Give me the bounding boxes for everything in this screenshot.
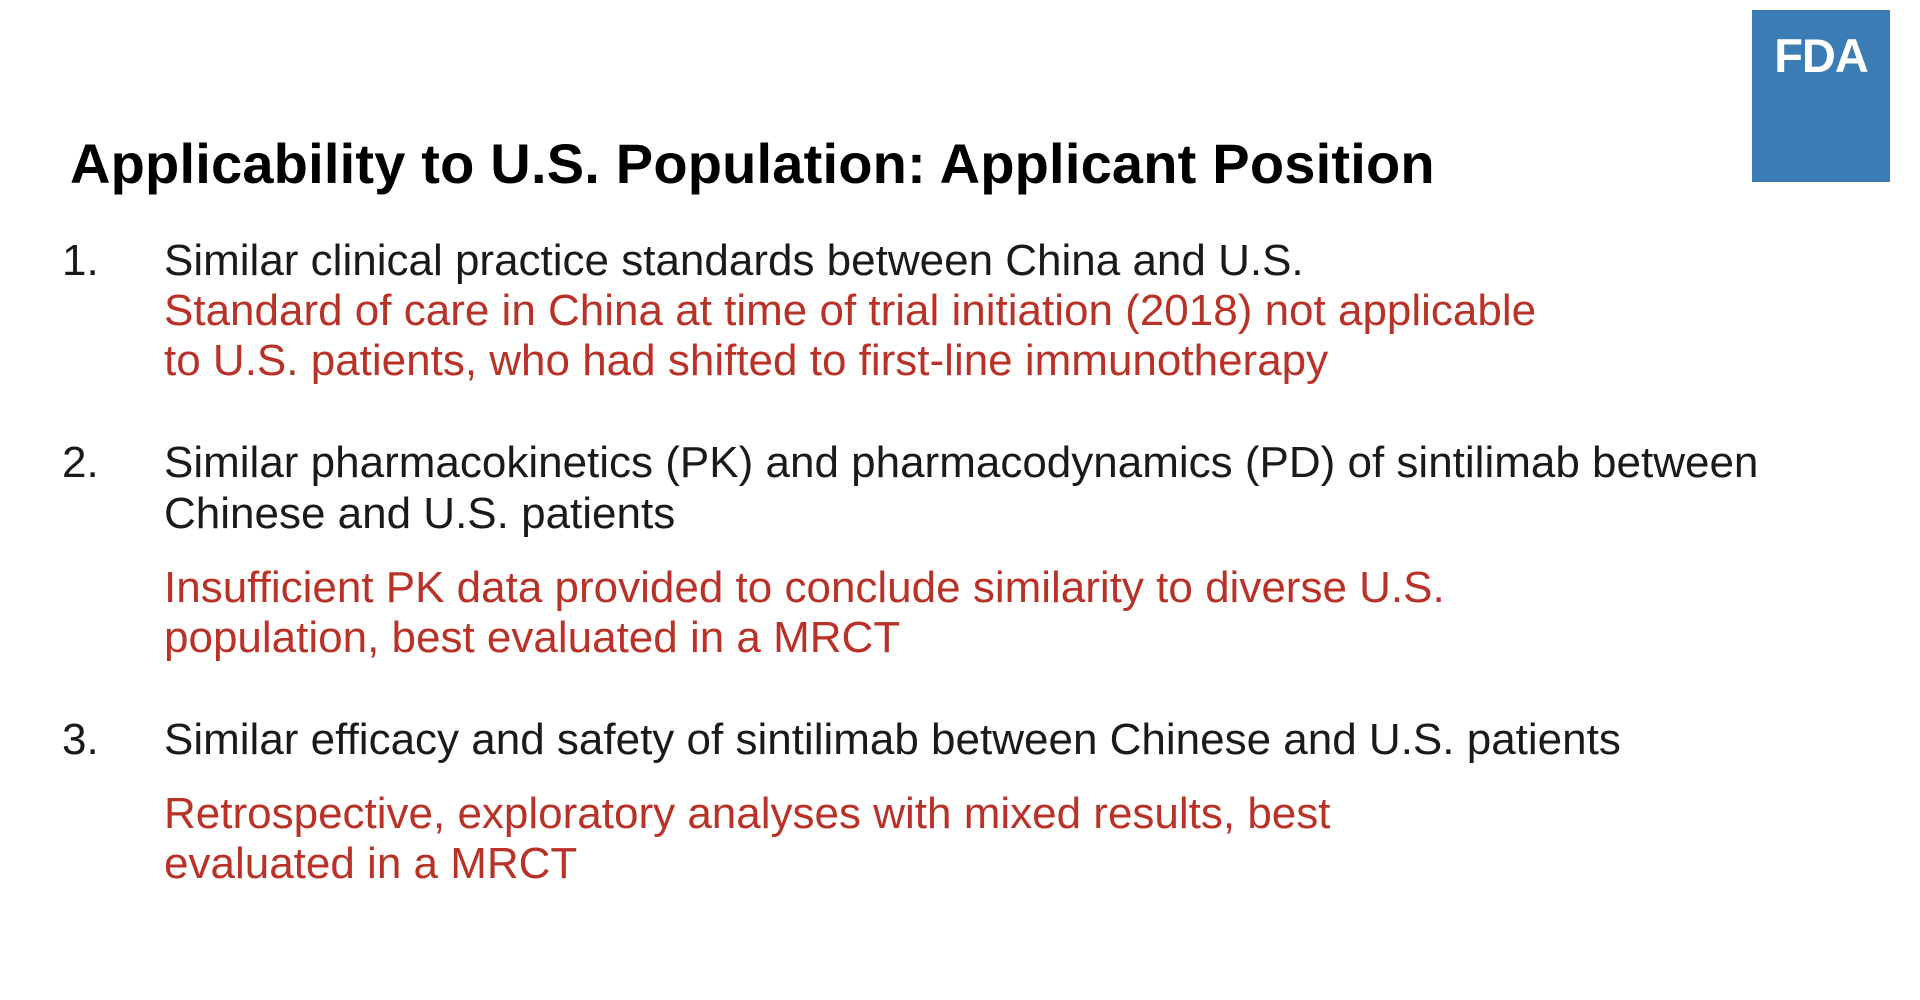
list-item: 1. Similar clinical practice standards b…	[0, 236, 1920, 386]
list-item: 2. Similar pharmacokinetics (PK) and pha…	[0, 438, 1920, 663]
numbered-list: 1. Similar clinical practice standards b…	[0, 236, 1920, 890]
list-item-claim: Similar efficacy and safety of sintilima…	[164, 715, 1621, 765]
fda-logo-wordmark: FDA	[1774, 29, 1869, 82]
list-item: 3. Similar efficacy and safety of sintil…	[0, 715, 1920, 889]
list-item-rebuttal: Insufficient PK data provided to conclud…	[164, 562, 1445, 662]
fda-logo: FDA	[1752, 10, 1890, 182]
list-item-rebuttal: Standard of care in China at time of tri…	[164, 286, 1537, 386]
list-item-number: 1.	[62, 236, 99, 285]
list-item-claim: Similar pharmacokinetics (PK) and pharma…	[164, 438, 1759, 538]
page-title: Applicability to U.S. Population: Applic…	[70, 131, 1435, 195]
list-item-number: 2.	[62, 438, 99, 488]
list-item-claim: Similar clinical practice standards betw…	[164, 236, 1304, 285]
list-item-rebuttal: Retrospective, exploratory analyses with…	[164, 789, 1331, 889]
list-item-number: 3.	[62, 715, 99, 765]
